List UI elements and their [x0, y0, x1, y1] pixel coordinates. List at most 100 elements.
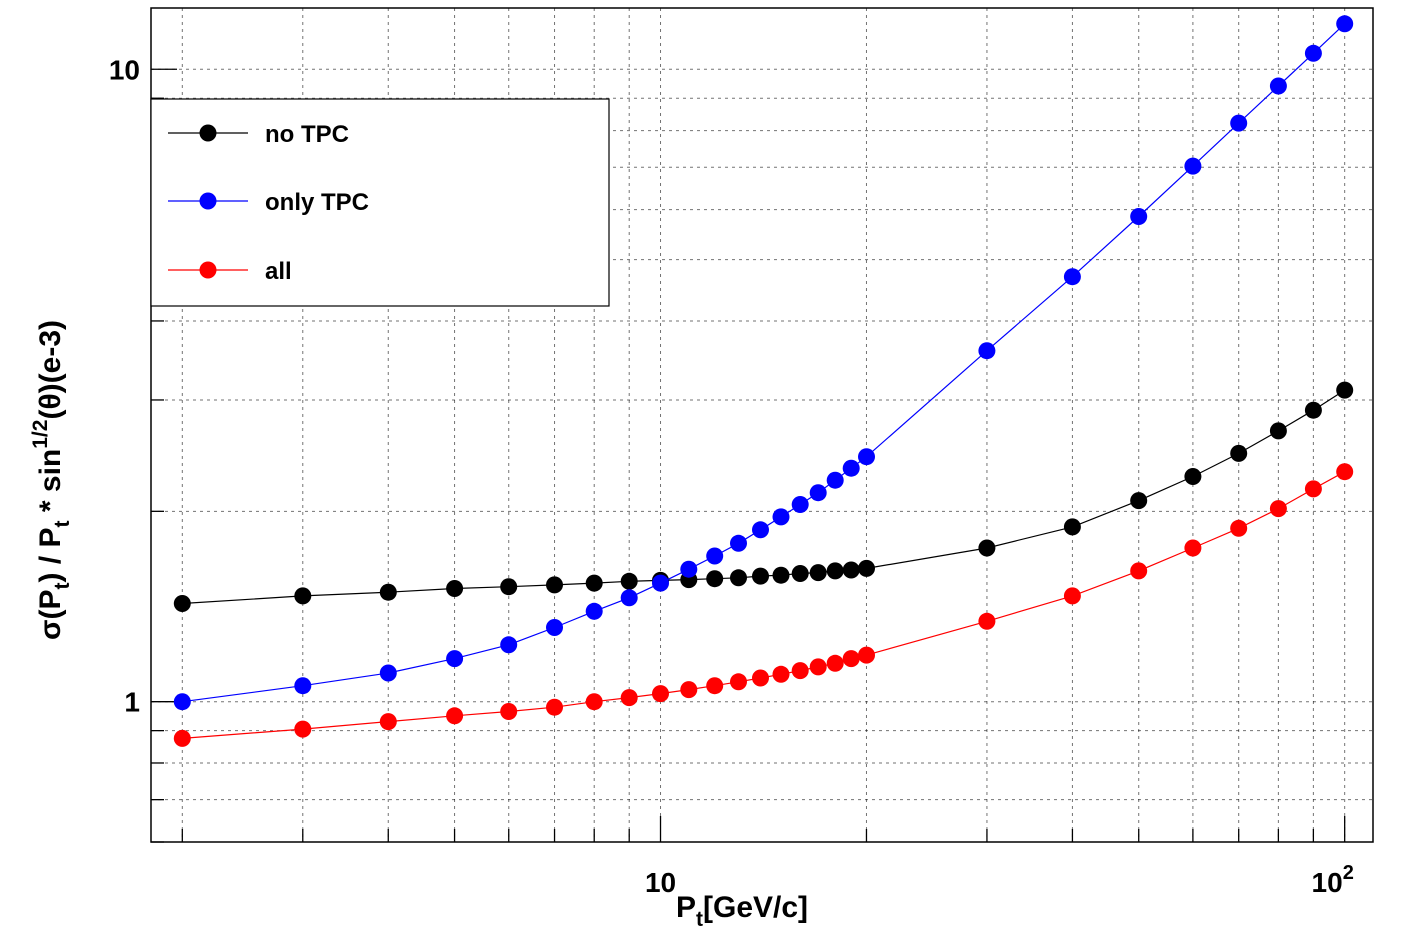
y-axis-title: σ(Pt) / Pt * sin1/2(θ)(e-3)	[29, 320, 74, 640]
data-point	[809, 484, 827, 502]
data-point	[858, 559, 875, 577]
data-point	[546, 698, 563, 716]
data-point	[826, 654, 844, 672]
legend-marker	[199, 124, 217, 142]
data-point	[826, 562, 844, 580]
x-axis-title: Pt[GeV/c]	[676, 891, 808, 928]
data-point	[1304, 480, 1322, 498]
data-point	[809, 564, 827, 582]
data-point	[1336, 381, 1354, 399]
y-axis-title-d: (θ)(e-3)	[34, 320, 67, 420]
y-axis-title-a: σ(P	[34, 589, 67, 640]
data-point	[1063, 587, 1081, 605]
data-point	[585, 574, 603, 592]
data-point	[978, 612, 996, 630]
series-0	[173, 381, 1354, 612]
data-point	[1336, 15, 1354, 33]
data-point	[772, 508, 790, 526]
data-point	[772, 665, 790, 683]
data-point	[446, 707, 464, 725]
x-tick-label: 10	[645, 867, 676, 898]
x-tick-label-base: 10	[645, 867, 676, 898]
data-point	[752, 521, 769, 539]
data-point	[500, 703, 518, 720]
data-point	[173, 729, 191, 747]
data-point	[1230, 519, 1248, 537]
data-point	[842, 650, 860, 668]
legend-entry: only TPC	[168, 189, 369, 216]
series-1	[173, 15, 1354, 711]
x-axis-title-tail: [GeV/c]	[703, 891, 808, 924]
data-point	[173, 595, 191, 612]
data-point	[1130, 208, 1148, 225]
data-point	[706, 570, 724, 588]
legend-entry: no TPC	[168, 121, 349, 148]
legend-marker	[199, 261, 217, 279]
data-point	[446, 580, 464, 597]
data-point	[1184, 468, 1202, 485]
x-axis-title-main: P	[676, 891, 696, 924]
data-point	[294, 720, 312, 738]
data-point	[730, 534, 747, 552]
y-axis-title-b-sub: t	[51, 520, 74, 527]
data-point	[294, 677, 312, 695]
series-layer	[173, 15, 1354, 747]
data-point	[1230, 444, 1248, 462]
series-2	[173, 463, 1354, 747]
data-point	[752, 669, 769, 687]
legend-items: no TPC only TPC all	[168, 121, 369, 285]
data-point	[978, 342, 996, 360]
legend-entry: all	[168, 258, 292, 285]
legend-box	[150, 98, 610, 307]
data-point	[1269, 77, 1287, 95]
data-point	[1130, 562, 1148, 580]
data-point	[446, 650, 464, 668]
data-point	[706, 547, 724, 565]
data-point	[791, 565, 809, 582]
x-tick-label-base: 10	[1312, 867, 1343, 898]
y-axis-title-b: ) / P	[34, 527, 67, 582]
legend-marker	[199, 192, 217, 210]
data-point	[1063, 268, 1081, 286]
data-point	[379, 583, 397, 601]
data-point	[1269, 422, 1287, 440]
data-point	[791, 662, 809, 680]
data-point	[620, 572, 638, 590]
data-point	[1184, 157, 1202, 175]
data-point	[500, 578, 518, 596]
data-point	[842, 561, 860, 579]
data-point	[1269, 500, 1287, 518]
data-point	[791, 496, 809, 513]
x-tick-label-exponent: 2	[1343, 862, 1354, 884]
data-point	[294, 587, 312, 605]
data-point	[809, 658, 827, 676]
data-point	[772, 566, 790, 584]
data-point	[1304, 44, 1322, 62]
data-point	[858, 448, 875, 466]
legend-label: only TPC	[265, 189, 369, 216]
data-point	[680, 681, 698, 699]
y-axis-title-c-sup: 1/2	[29, 420, 52, 449]
data-point	[173, 693, 191, 711]
y-axis-title-c: * sin	[34, 449, 67, 521]
data-point	[1184, 539, 1202, 557]
data-point	[500, 636, 518, 654]
data-point	[730, 569, 747, 587]
data-point	[978, 539, 996, 557]
data-point	[620, 589, 638, 607]
data-point	[620, 689, 638, 707]
data-point	[680, 560, 698, 578]
data-point	[1304, 401, 1322, 419]
y-tick-label: 10	[109, 54, 140, 85]
legend: no TPC only TPC all	[150, 98, 610, 307]
data-point	[706, 677, 724, 695]
data-point	[1130, 492, 1148, 510]
legend-label: no TPC	[265, 121, 349, 148]
data-point	[752, 567, 769, 585]
data-point	[652, 574, 669, 592]
data-point	[730, 673, 747, 691]
data-point	[379, 713, 397, 731]
data-point	[826, 471, 844, 489]
